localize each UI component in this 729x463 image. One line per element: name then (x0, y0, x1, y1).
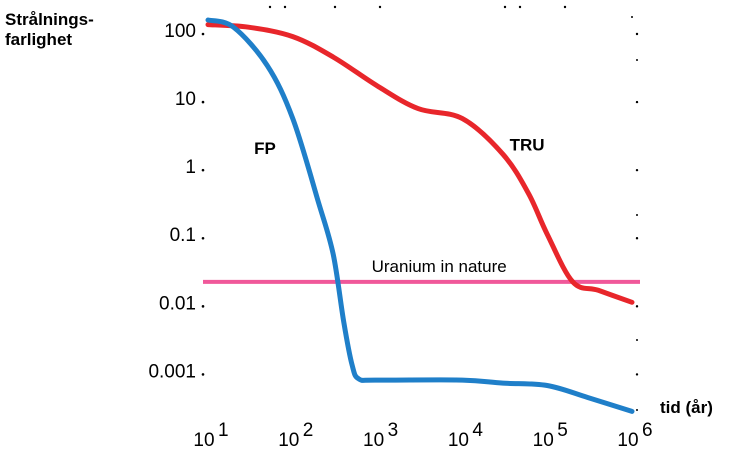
right-grid-dot (636, 339, 638, 341)
y-axis-label: Strålnings- farlighet (5, 10, 94, 50)
y-tick-label: 0.001 (148, 361, 196, 382)
right-grid-dot (635, 373, 639, 376)
series-line-fp (205, 17, 635, 414)
x-tick-exponent: 4 (472, 420, 483, 441)
annotation-layer: FP TRU Uranium in nature (254, 135, 544, 275)
y-tick-mark (201, 100, 205, 104)
x-tick-exponent: 6 (642, 420, 653, 441)
series-label-fp: FP (254, 139, 276, 158)
right-grid-dot (635, 305, 639, 308)
y-tick-label: 1 (185, 157, 196, 178)
series-line-tru (205, 22, 635, 305)
y-tick-mark (201, 236, 205, 240)
top-grid-dot (563, 5, 567, 9)
right-grid-dot (636, 59, 638, 61)
y-tick-mark (201, 373, 205, 376)
x-tick-label: 10 (533, 430, 554, 451)
x-tick-label: 10 (278, 430, 299, 451)
y-tick-label: 100 (164, 21, 196, 42)
x-tick-exponent: 5 (557, 420, 568, 441)
reference-line-label: Uranium in nature (372, 257, 507, 276)
y-tick-mark (201, 305, 205, 308)
y-tick-label: 0.1 (170, 225, 196, 246)
series-layer (205, 17, 635, 414)
y-axis-label-line-2: farlighet (5, 30, 73, 49)
y-tick-mark (201, 32, 205, 36)
right-grid-dot (635, 237, 639, 240)
y-tick-mark (201, 168, 205, 172)
right-grid-dot (636, 214, 638, 216)
right-grid-dot (635, 100, 639, 104)
dotted-grid-layer (268, 5, 639, 411)
top-grid-dot (378, 5, 382, 9)
y-tick-layer: 100 10 1 0.1 0.01 0.001 (148, 21, 205, 382)
right-grid-dot (635, 168, 639, 172)
top-grid-dot (518, 5, 522, 9)
x-tick-exponent: 1 (218, 420, 229, 441)
right-grid-dot (635, 32, 639, 36)
x-tick-exponent: 3 (388, 420, 399, 441)
x-tick-label: 10 (617, 430, 638, 451)
top-grid-dot (283, 5, 287, 9)
top-grid-dot (503, 5, 507, 9)
top-grid-dot (333, 5, 337, 9)
right-grid-dot (636, 409, 638, 411)
top-grid-dot (268, 5, 272, 9)
series-label-tru: TRU (510, 135, 545, 154)
y-tick-label: 10 (175, 89, 196, 110)
x-tick-layer: 10 1 10 2 10 3 10 4 10 5 10 6 (193, 420, 652, 451)
right-grid-dot (631, 16, 633, 18)
y-axis-label-line-1: Strålnings- (5, 10, 94, 29)
x-tick-label: 10 (448, 430, 469, 451)
x-tick-label: 10 (193, 430, 214, 451)
y-tick-label: 0.01 (159, 293, 196, 314)
x-tick-exponent: 2 (303, 420, 314, 441)
x-tick-label: 10 (363, 430, 384, 451)
x-axis-label: tid (år) (660, 398, 713, 417)
